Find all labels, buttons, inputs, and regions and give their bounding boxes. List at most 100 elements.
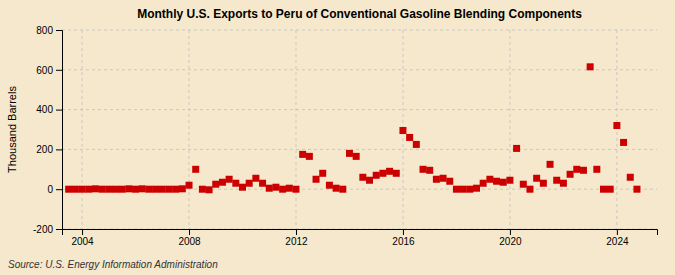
point bbox=[633, 186, 640, 193]
y-tick-label: 200 bbox=[36, 144, 53, 155]
point bbox=[567, 171, 574, 178]
point bbox=[99, 186, 106, 193]
point bbox=[480, 180, 487, 187]
point bbox=[85, 186, 92, 193]
point bbox=[252, 175, 259, 182]
point bbox=[246, 180, 253, 187]
point bbox=[239, 184, 246, 191]
point bbox=[353, 153, 360, 160]
point bbox=[426, 167, 433, 174]
title: Monthly U.S. Exports to Peru of Conventi… bbox=[137, 7, 582, 21]
x-tick-label: 2024 bbox=[606, 236, 629, 247]
point bbox=[580, 167, 587, 174]
point bbox=[373, 172, 380, 179]
y-tick: 200 bbox=[36, 144, 62, 155]
x-tick-mark bbox=[617, 229, 618, 235]
x-tick: 2012 bbox=[285, 229, 308, 247]
grid-line bbox=[189, 30, 190, 229]
x-tick-label: 2016 bbox=[392, 236, 415, 247]
point bbox=[306, 153, 313, 160]
point bbox=[506, 177, 513, 184]
point bbox=[119, 186, 126, 193]
x-axis-line bbox=[63, 230, 658, 236]
point bbox=[226, 176, 233, 183]
point bbox=[553, 177, 560, 184]
point bbox=[186, 182, 193, 189]
y-tick-mark bbox=[56, 110, 62, 111]
y-tick-label: 400 bbox=[36, 104, 53, 115]
point bbox=[600, 186, 607, 193]
point bbox=[72, 186, 79, 193]
grid-line bbox=[82, 30, 83, 229]
y-tick-label: 800 bbox=[36, 25, 53, 36]
point bbox=[145, 186, 152, 193]
point bbox=[232, 180, 239, 187]
point bbox=[413, 141, 420, 148]
point bbox=[526, 186, 533, 193]
y-tick-mark bbox=[56, 149, 62, 150]
point bbox=[399, 127, 406, 134]
x-tick: 2024 bbox=[606, 229, 629, 247]
x-tick-label: 2008 bbox=[178, 236, 201, 247]
point bbox=[92, 185, 99, 192]
point bbox=[65, 186, 72, 193]
point bbox=[593, 166, 600, 173]
grid-line bbox=[62, 109, 657, 110]
grid-line bbox=[62, 30, 657, 31]
point bbox=[346, 150, 353, 157]
points bbox=[65, 63, 640, 193]
x-tick-mark bbox=[189, 229, 190, 235]
point bbox=[159, 186, 166, 193]
x-tick: 2016 bbox=[392, 229, 415, 247]
point bbox=[192, 166, 199, 173]
point bbox=[533, 175, 540, 182]
y-tick-label: 0 bbox=[47, 184, 53, 195]
grid-line bbox=[62, 149, 657, 150]
point bbox=[379, 170, 386, 177]
point bbox=[486, 176, 493, 183]
point bbox=[299, 151, 306, 158]
point bbox=[286, 185, 293, 192]
y-tick: 600 bbox=[36, 65, 62, 76]
grid-line bbox=[295, 30, 296, 229]
x-tick-mark bbox=[296, 229, 297, 235]
point bbox=[79, 186, 86, 193]
point bbox=[366, 177, 373, 184]
point bbox=[139, 185, 146, 192]
point bbox=[313, 176, 320, 183]
x-tick-mark bbox=[510, 229, 511, 235]
point bbox=[513, 145, 520, 152]
point bbox=[339, 186, 346, 193]
x-tick-mark bbox=[403, 229, 404, 235]
point bbox=[172, 186, 179, 193]
point bbox=[393, 170, 400, 177]
y-axis-line bbox=[56, 31, 63, 230]
y-tick-label: -200 bbox=[33, 224, 53, 235]
grid-line bbox=[509, 30, 510, 229]
point bbox=[613, 122, 620, 129]
point bbox=[466, 186, 473, 193]
source-note: Source: U.S. Energy Information Administ… bbox=[8, 259, 218, 270]
y-tick-mark bbox=[56, 189, 62, 190]
point bbox=[359, 174, 366, 181]
x-tick-label: 2004 bbox=[71, 236, 94, 247]
y-tick: 800 bbox=[36, 25, 62, 36]
point bbox=[279, 186, 286, 193]
x-tick-label: 2020 bbox=[499, 236, 522, 247]
point bbox=[620, 139, 627, 146]
point bbox=[607, 186, 614, 193]
chart: 2004 2008 2012 2016 2020 2024 -200 0 200 400 600 80… bbox=[0, 0, 675, 275]
x-tick: 2008 bbox=[178, 229, 201, 247]
plot-area: 2004 2008 2012 2016 2020 2024 -200 0 200 400 600 80… bbox=[33, 25, 658, 247]
point bbox=[493, 178, 500, 185]
point bbox=[112, 186, 119, 193]
y-tick: 400 bbox=[36, 104, 62, 115]
y-tick: -200 bbox=[33, 224, 62, 235]
point bbox=[152, 186, 159, 193]
point bbox=[453, 186, 460, 193]
point bbox=[573, 166, 580, 173]
point bbox=[500, 179, 507, 186]
grid bbox=[62, 30, 657, 229]
point bbox=[420, 166, 427, 173]
point bbox=[560, 180, 567, 187]
